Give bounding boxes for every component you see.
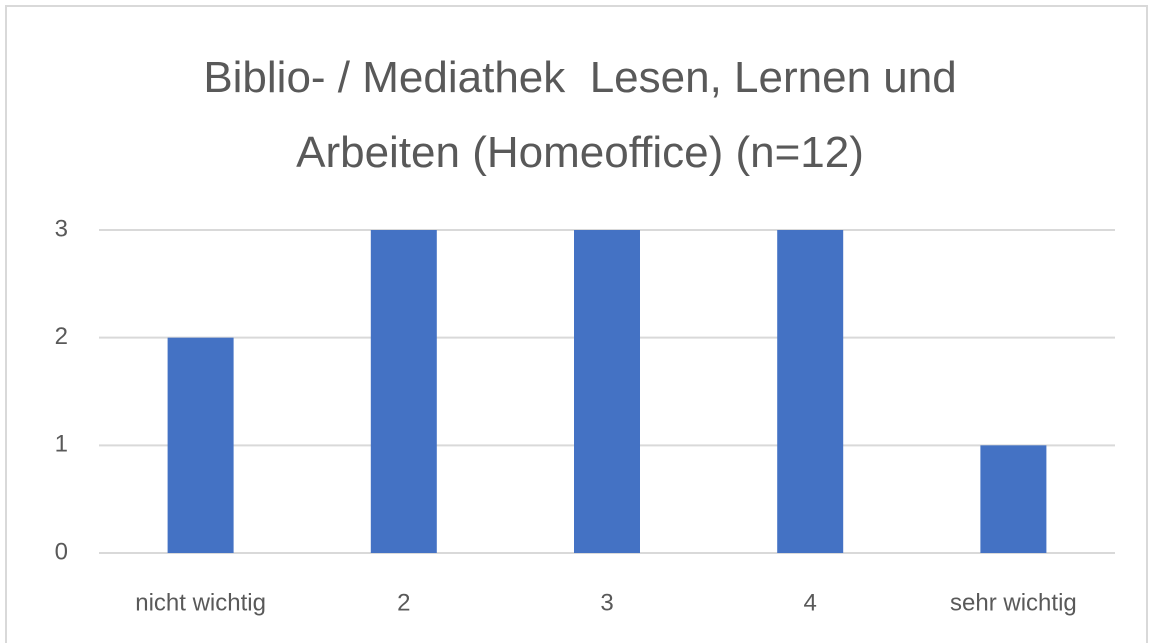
bar (167, 337, 234, 553)
x-tick-label: 4 (804, 589, 817, 616)
bar (574, 230, 640, 553)
x-tick-label: 2 (397, 589, 410, 616)
y-tick-label: 1 (55, 431, 68, 458)
y-tick-label: 3 (55, 215, 68, 242)
x-tick-label: nicht wichtig (135, 589, 266, 616)
x-tick-label: sehr wichtig (950, 589, 1077, 616)
bar (777, 230, 844, 553)
y-tick-label: 2 (55, 323, 68, 350)
chart-frame (5, 5, 1148, 643)
bar (980, 445, 1047, 553)
x-tick-label: 3 (600, 589, 613, 616)
y-tick-label: 0 (55, 538, 68, 565)
chart-title: Biblio- / Mediathek Lesen, Lernen und Ar… (203, 53, 967, 177)
bar (370, 230, 437, 553)
